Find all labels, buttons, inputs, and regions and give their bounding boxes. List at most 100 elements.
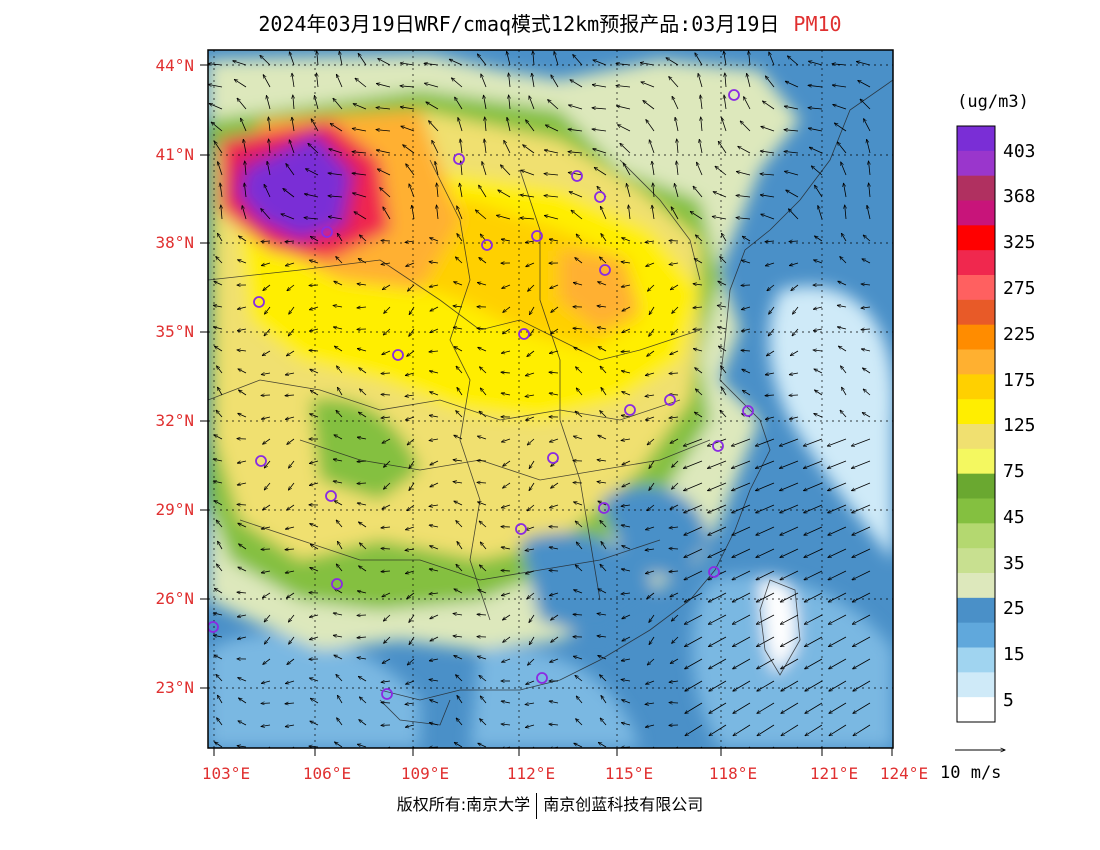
- wind-arrow: [649, 460, 655, 469]
- wind-arrow: [598, 656, 607, 660]
- wind-arrow: [828, 614, 847, 624]
- wind-arrow: [263, 438, 271, 444]
- wind-arrow: [805, 680, 823, 691]
- wind-arrow: [503, 328, 511, 334]
- wind-arrow: [213, 327, 223, 329]
- wind-arrow: [700, 95, 702, 110]
- city-marker: [253, 296, 265, 308]
- city-marker: [381, 688, 393, 700]
- wind-arrow: [646, 526, 655, 530]
- wind-arrow: [264, 636, 271, 644]
- wind-arrow: [480, 388, 487, 396]
- wind-arrow: [285, 549, 295, 550]
- wind-arrow: [218, 162, 223, 176]
- wind-arrow: [460, 139, 462, 154]
- wind-arrow: [790, 350, 799, 356]
- wind-arrow: [405, 372, 415, 376]
- wind-arrow: [756, 548, 775, 558]
- wind-arrow: [453, 460, 463, 461]
- wind-arrow: [457, 206, 463, 220]
- wind-arrow: [597, 306, 607, 307]
- wind-arrow: [695, 389, 703, 396]
- wind-arrow: [838, 281, 847, 286]
- wind-arrow: [860, 99, 871, 110]
- wind-arrow: [741, 306, 751, 310]
- wind-arrow: [765, 373, 775, 375]
- wind-arrow: [592, 85, 607, 88]
- wind-arrow: [622, 700, 631, 704]
- wind-arrow: [669, 548, 679, 549]
- wind-arrow: [809, 147, 823, 154]
- wind-arrow: [622, 460, 631, 465]
- wind-arrow: [457, 542, 463, 550]
- wind-arrow: [709, 636, 727, 647]
- wind-arrow: [574, 502, 583, 506]
- wind-arrow: [707, 460, 727, 468]
- wind-arrow: [357, 658, 367, 660]
- wind-arrow: [647, 504, 655, 511]
- wind-arrow: [544, 196, 559, 198]
- city-marker: [515, 523, 527, 535]
- wind-arrow: [285, 262, 295, 266]
- wind-arrow: [237, 637, 247, 639]
- wind-arrow: [261, 527, 271, 529]
- wind-arrow: [781, 658, 799, 669]
- wind-arrow: [623, 163, 631, 176]
- wind-arrow: [720, 257, 727, 264]
- wind-arrow: [376, 150, 391, 154]
- wind-arrow: [261, 571, 271, 573]
- wind-arrow: [573, 614, 583, 615]
- legend-value: 403: [1003, 141, 1036, 162]
- wind-arrow: [814, 260, 823, 264]
- legend-value: 25: [1003, 598, 1025, 619]
- wind-arrow: [683, 438, 703, 446]
- wind-arrow: [721, 233, 727, 242]
- city-marker: [742, 405, 754, 417]
- wind-arrow: [376, 108, 391, 110]
- wind-arrow: [549, 570, 559, 571]
- wind-arrow: [756, 614, 775, 624]
- wind-arrow: [671, 328, 679, 335]
- wind-arrow: [289, 636, 295, 644]
- wind-arrow: [685, 658, 703, 669]
- wind-arrow: [214, 346, 223, 352]
- wind-arrow: [828, 592, 847, 602]
- wind-arrow: [218, 541, 223, 550]
- wind-arrow: [804, 592, 823, 602]
- wind-arrow: [709, 680, 727, 691]
- wind-arrow: [355, 78, 367, 88]
- wind-arrow: [669, 241, 679, 242]
- legend-swatch: [957, 374, 995, 400]
- wind-arrow: [864, 119, 871, 132]
- wind-arrow: [621, 593, 631, 594]
- wind-arrow: [502, 438, 511, 442]
- wind-arrow: [732, 570, 751, 580]
- wind-arrow: [264, 328, 271, 336]
- wind-arrow: [285, 395, 295, 396]
- wind-arrow: [484, 139, 486, 154]
- wind-arrow: [621, 285, 631, 287]
- wind-arrow: [690, 211, 703, 220]
- wind-arrow: [337, 541, 343, 550]
- wind-arrow: [336, 74, 343, 88]
- lon-label: 115°E: [604, 764, 654, 783]
- wind-arrow: [789, 395, 799, 396]
- wind-arrow: [757, 680, 775, 691]
- wind-arrow: [334, 346, 343, 352]
- wind-arrow: [684, 614, 703, 624]
- wind-arrow: [437, 183, 438, 198]
- wind-arrow: [838, 346, 847, 352]
- wind-arrow: [621, 569, 631, 571]
- wind-arrow: [814, 414, 823, 418]
- wind-arrow: [828, 504, 847, 513]
- wind-arrow: [330, 123, 343, 132]
- wind-arrow: [575, 675, 583, 682]
- wind-arrow: [378, 58, 391, 66]
- wind-arrow: [352, 152, 367, 153]
- wind-arrow: [497, 215, 511, 220]
- wind-arrow: [353, 193, 367, 198]
- wind-arrow: [527, 592, 535, 599]
- wind-arrow: [357, 284, 367, 285]
- wind-arrow: [808, 108, 823, 109]
- wind-arrow: [261, 209, 271, 220]
